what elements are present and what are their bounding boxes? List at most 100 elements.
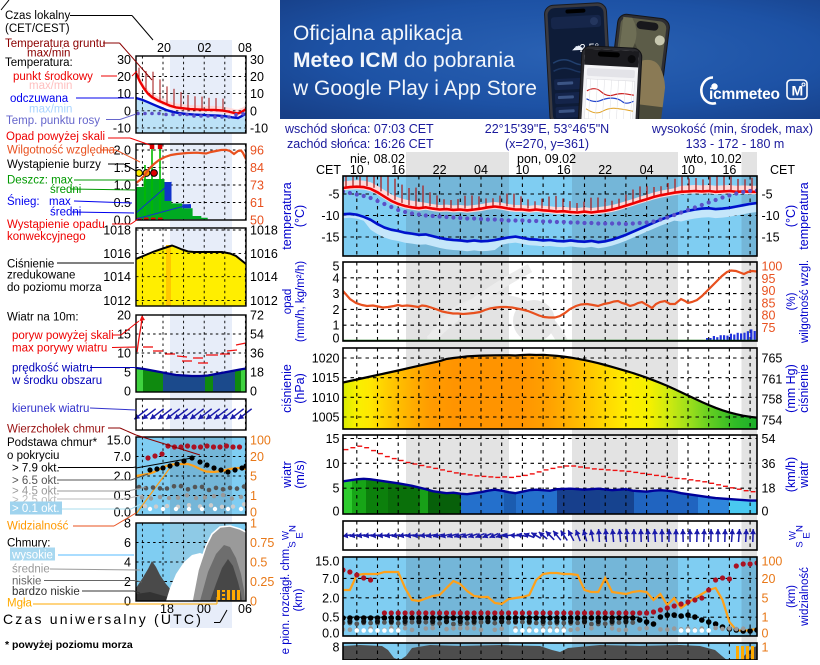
svg-text:temperatura: temperatura — [797, 182, 811, 249]
svg-text:Meteo ICM do pobrania: Meteo ICM do pobrania — [293, 49, 515, 72]
svg-text:ciśnienie: ciśnienie — [797, 364, 811, 413]
svg-text:36: 36 — [762, 457, 776, 471]
svg-text:0: 0 — [124, 595, 131, 609]
svg-text:max/min: max/min — [29, 104, 72, 116]
svg-text:* powyżej poziomu morza: * powyżej poziomu morza — [5, 639, 133, 651]
svg-text:0: 0 — [250, 104, 257, 118]
svg-text:(km): (km) — [293, 588, 305, 611]
svg-text:30: 30 — [117, 53, 131, 67]
svg-text:04: 04 — [474, 163, 488, 177]
svg-text:10: 10 — [250, 87, 264, 101]
svg-text:e pion. rozciągł. chm.: e pion. rozciągł. chm. — [280, 546, 292, 655]
svg-text:1.0: 1.0 — [114, 179, 131, 193]
svg-text:(hPa): (hPa) — [293, 373, 307, 404]
svg-text:20: 20 — [250, 450, 264, 464]
svg-text:opad: opad — [282, 289, 294, 315]
svg-text:0.0: 0.0 — [322, 627, 339, 641]
svg-text:Podstawa chmur*: Podstawa chmur* — [7, 437, 98, 449]
svg-text:10: 10 — [117, 347, 131, 361]
svg-text:754: 754 — [762, 414, 783, 428]
svg-text:4: 4 — [124, 556, 131, 570]
svg-text:E: E — [802, 532, 813, 538]
svg-text:18: 18 — [762, 482, 776, 496]
svg-text:72: 72 — [250, 309, 264, 323]
svg-text:1005: 1005 — [312, 411, 340, 425]
svg-text:73: 73 — [250, 179, 264, 193]
svg-text:5: 5 — [333, 482, 340, 496]
svg-text:100: 100 — [250, 434, 271, 448]
svg-text:16: 16 — [391, 163, 405, 177]
svg-text:E: E — [295, 532, 306, 538]
svg-text:20: 20 — [157, 41, 171, 55]
svg-text:wysokie: wysokie — [11, 550, 53, 562]
svg-text:-5: -5 — [762, 188, 773, 202]
svg-text:0.75: 0.75 — [250, 536, 274, 550]
svg-text:20: 20 — [762, 572, 776, 586]
svg-text:bardzo niskie: bardzo niskie — [12, 586, 80, 598]
svg-text:W: W — [788, 531, 799, 540]
svg-text:zredukowane: zredukowane — [7, 270, 75, 282]
svg-text:1: 1 — [250, 489, 257, 503]
svg-text:75: 75 — [762, 321, 776, 335]
svg-text:04: 04 — [640, 163, 654, 177]
svg-text:7.0: 7.0 — [322, 572, 339, 586]
svg-text:2.0: 2.0 — [114, 470, 131, 484]
svg-text:wschód słońca: 07:03 CET: wschód słońca: 07:03 CET — [284, 122, 434, 136]
svg-text:o pokryciu: o pokryciu — [7, 450, 59, 462]
svg-text:61: 61 — [250, 196, 264, 210]
svg-text:Temperatura:: Temperatura: — [5, 57, 73, 69]
svg-text:średni: średni — [50, 184, 81, 196]
svg-text:2.0: 2.0 — [322, 591, 339, 605]
svg-text:10: 10 — [117, 87, 131, 101]
svg-text:06: 06 — [238, 602, 252, 616]
svg-text:758: 758 — [762, 393, 783, 407]
svg-text:(mm Hg): (mm Hg) — [784, 364, 798, 413]
svg-text:1: 1 — [250, 517, 257, 531]
svg-text:Czas lokalny: Czas lokalny — [5, 10, 70, 22]
svg-text:Wilgotność względna: Wilgotność względna — [7, 145, 116, 157]
svg-text:1016: 1016 — [103, 247, 131, 261]
svg-text:> 0.1 okt.: > 0.1 okt. — [12, 503, 60, 515]
svg-text:średni: średni — [50, 207, 81, 219]
svg-text:Widzialność: Widzialność — [7, 521, 69, 533]
svg-text:-10: -10 — [321, 209, 339, 223]
svg-text:0.25: 0.25 — [250, 575, 274, 589]
svg-text:Wystąpienie opadu: Wystąpienie opadu — [7, 219, 105, 231]
svg-text:22: 22 — [598, 163, 612, 177]
svg-text:16: 16 — [557, 163, 571, 177]
svg-text:3: 3 — [333, 287, 340, 301]
svg-text:poryw powyżej skali: poryw powyżej skali — [12, 330, 114, 342]
svg-text:W: W — [281, 531, 292, 540]
svg-text:0: 0 — [333, 505, 340, 519]
svg-text:15.0: 15.0 — [315, 555, 339, 569]
svg-text:Wystąpienie burzy: Wystąpienie burzy — [7, 159, 101, 171]
svg-text:-5: -5 — [328, 188, 339, 202]
svg-text:15: 15 — [326, 432, 340, 446]
svg-text:10: 10 — [681, 163, 695, 177]
svg-text:2: 2 — [124, 575, 131, 589]
svg-text:-15: -15 — [762, 231, 780, 245]
svg-text:10: 10 — [350, 163, 364, 177]
svg-text:8: 8 — [333, 641, 340, 655]
svg-text:02: 02 — [198, 41, 212, 55]
svg-text:temperatura: temperatura — [280, 182, 294, 249]
svg-text:0.5: 0.5 — [322, 611, 339, 625]
svg-text:20: 20 — [250, 70, 264, 84]
svg-text:w środku obszaru: w środku obszaru — [11, 375, 102, 387]
svg-text:1: 1 — [762, 611, 769, 625]
svg-text:7.0: 7.0 — [114, 450, 131, 464]
svg-text:Mgła: Mgła — [7, 598, 33, 610]
svg-text:Temp. punktu rosy: Temp. punktu rosy — [6, 115, 100, 127]
svg-text:1015: 1015 — [312, 371, 340, 385]
svg-text:18: 18 — [250, 366, 264, 380]
svg-text:(km/h): (km/h) — [784, 457, 798, 492]
svg-text:6: 6 — [124, 536, 131, 550]
svg-text:(°C): (°C) — [784, 205, 798, 227]
svg-text:0: 0 — [124, 385, 131, 399]
svg-text:konwekcyjnego: konwekcyjnego — [7, 231, 86, 243]
svg-text:(CET/CEST): (CET/CEST) — [5, 23, 70, 35]
svg-text:w Google Play i App Store: w Google Play i App Store — [292, 77, 537, 100]
svg-text:5: 5 — [250, 470, 257, 484]
svg-text:0: 0 — [250, 385, 257, 399]
svg-text:max porywy wiatru: max porywy wiatru — [12, 343, 107, 355]
